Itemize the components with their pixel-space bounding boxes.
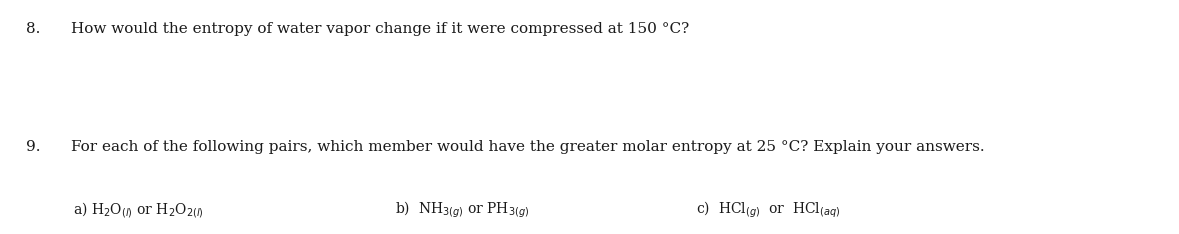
Text: a) H$_2$O$_{(l)}$ or H$_2$O$_{2(l)}$: a) H$_2$O$_{(l)}$ or H$_2$O$_{2(l)}$ <box>73 200 204 220</box>
Text: For each of the following pairs, which member would have the greater molar entro: For each of the following pairs, which m… <box>71 140 984 154</box>
Text: How would the entropy of water vapor change if it were compressed at 150 °C?: How would the entropy of water vapor cha… <box>71 22 689 36</box>
Text: c)  HCl$_{(g)}$  or  HCl$_{(aq)}$: c) HCl$_{(g)}$ or HCl$_{(aq)}$ <box>696 200 839 220</box>
Text: b)  NH$_{3(g)}$ or PH$_{3(g)}$: b) NH$_{3(g)}$ or PH$_{3(g)}$ <box>395 200 529 220</box>
Text: 9.: 9. <box>26 140 40 154</box>
Text: 8.: 8. <box>26 22 40 36</box>
